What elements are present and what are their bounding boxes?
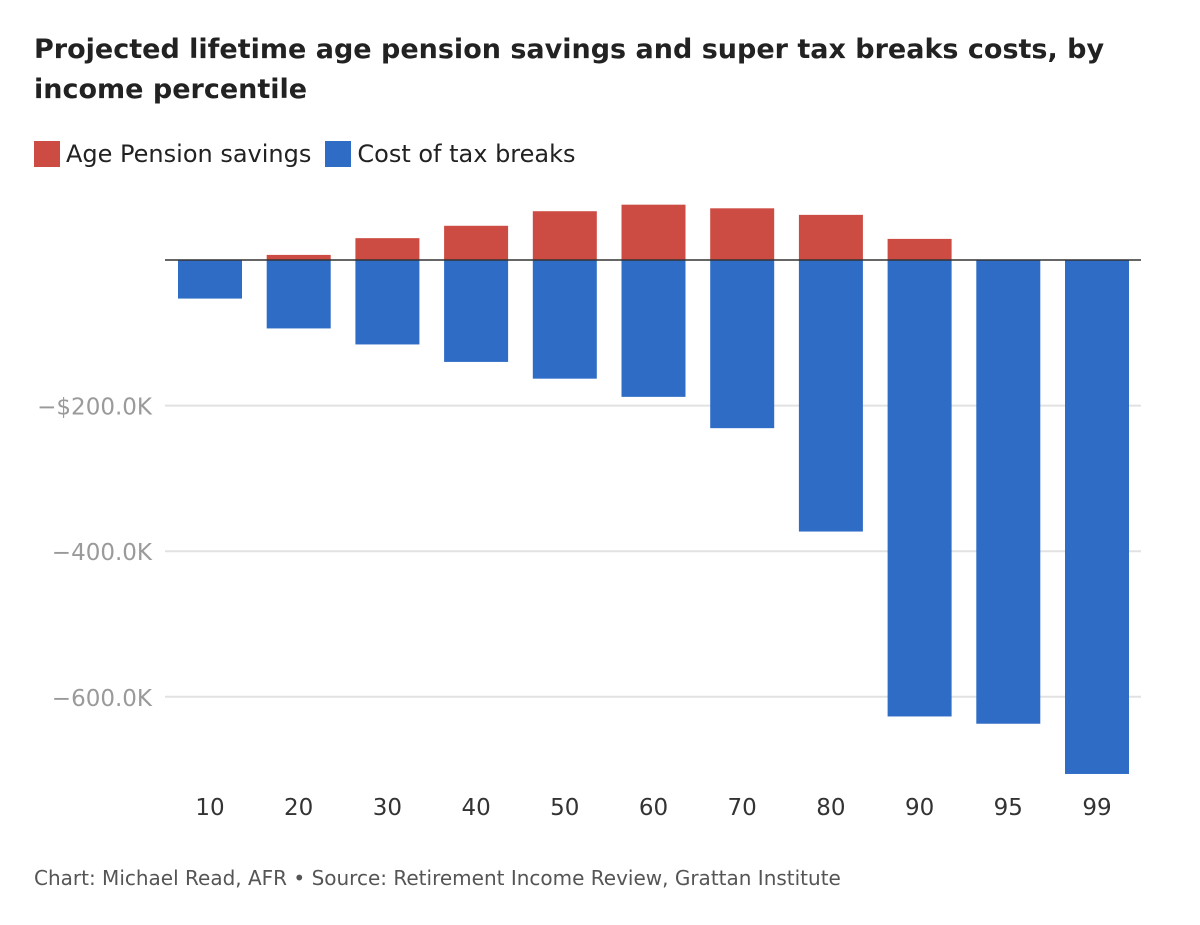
bar-tax-breaks <box>798 260 863 532</box>
bar-tax-breaks <box>444 260 509 362</box>
legend-item-tax-breaks: Cost of tax breaks <box>325 140 576 168</box>
bar-age-pension <box>798 214 863 260</box>
x-tick-label: 70 <box>728 795 757 821</box>
bar-age-pension <box>621 204 686 260</box>
legend-item-age-pension: Age Pension savings <box>34 140 311 168</box>
bar-tax-breaks <box>266 260 331 329</box>
x-tick-label: 99 <box>1082 795 1111 821</box>
bar-age-pension <box>532 211 597 260</box>
y-tick-label: −400.0K <box>52 540 153 566</box>
legend-label-tax-breaks: Cost of tax breaks <box>357 140 576 168</box>
bar-age-pension <box>887 238 952 260</box>
legend-label-age-pension: Age Pension savings <box>66 140 312 168</box>
y-tick-label: −600.0K <box>52 686 153 712</box>
bar-tax-breaks <box>355 260 420 345</box>
x-tick-label: 80 <box>816 795 845 821</box>
x-tick-label: 60 <box>639 795 668 821</box>
y-tick-label: −$200.0K <box>37 395 153 421</box>
bar-tax-breaks <box>976 260 1041 724</box>
bar-tax-breaks <box>532 260 597 379</box>
legend-swatch-tax-breaks <box>325 141 352 167</box>
bar-tax-breaks <box>1065 260 1129 774</box>
bar-age-pension <box>710 208 775 260</box>
legend-swatch-age-pension <box>34 141 60 167</box>
bar-age-pension <box>444 225 509 260</box>
bar-tax-breaks <box>710 260 775 429</box>
chart-title: Projected lifetime age pension savings a… <box>34 34 1105 105</box>
x-tick-label: 50 <box>550 795 579 821</box>
x-tick-label: 10 <box>195 795 224 821</box>
bar-age-pension <box>355 238 420 260</box>
x-tick-label: 90 <box>905 795 934 821</box>
bar-age-pension <box>266 254 331 260</box>
bar-tax-breaks <box>178 260 242 299</box>
x-tick-label: 40 <box>461 795 490 821</box>
chart-credit: Chart: Michael Read, AFR • Source: Retir… <box>34 866 841 890</box>
x-tick-label: 20 <box>284 795 313 821</box>
bar-tax-breaks <box>887 260 952 717</box>
bar-tax-breaks <box>621 260 686 397</box>
chart-legend: Age Pension savings Cost of tax breaks <box>34 138 590 170</box>
x-tick-label: 30 <box>373 795 402 821</box>
x-tick-label: 95 <box>994 795 1023 821</box>
